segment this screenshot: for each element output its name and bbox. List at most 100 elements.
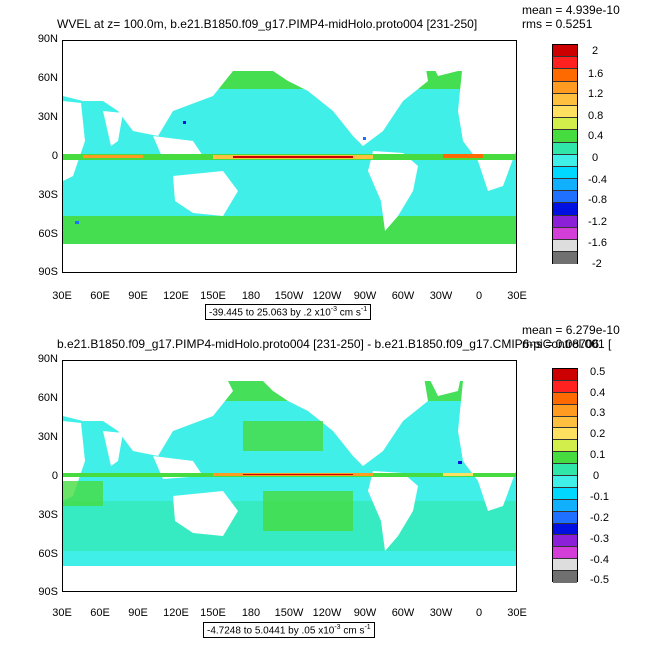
bottom-colorbar-box: [553, 523, 577, 536]
top-colorbar-label: -0.4: [588, 174, 607, 186]
bottom-colorbar-label: 0.5: [590, 366, 606, 378]
top-colorbar-box: [553, 179, 577, 192]
bottom-colorbar-box: [553, 499, 577, 512]
bottom-colorbar-box: [553, 416, 577, 429]
top-lon-label: 60E: [90, 290, 110, 302]
bottom-colorbar-box: [553, 392, 577, 405]
bottom-colorbar-label: -0.4: [590, 554, 609, 566]
bottom-lat-label: 30N: [37, 431, 58, 443]
bottom-colorbar-label: 0.2: [590, 428, 606, 440]
bottom-lon-label: 120W: [312, 607, 342, 619]
bottom-colorbar-box: [553, 404, 577, 417]
bottom-lon-label: 0: [475, 607, 483, 619]
bottom-colorbar-label: 0.1: [590, 449, 606, 461]
bottom-colorbar-box: [553, 547, 577, 560]
top-colorbar: [552, 44, 578, 265]
bottom-map-panel: b.e21.B1850.f09_g17.PIMP4-midHolo.proto0…: [0, 320, 647, 640]
top-colorbar-box: [553, 203, 577, 216]
top-colorbar-box: [553, 118, 577, 131]
top-colorbar-label: -0.8: [588, 194, 607, 206]
top-colorbar-box: [553, 45, 577, 58]
top-colorbar-box: [553, 105, 577, 119]
top-colorbar-box: [553, 57, 577, 70]
bottom-colorbar-box: [553, 452, 577, 465]
top-lat-label: 60N: [37, 72, 58, 84]
bottom-lon-label: 30E: [507, 607, 527, 619]
bottom-lon-label: 60W: [391, 607, 415, 619]
top-world-map: [63, 41, 516, 272]
bottom-contour-range: -4.7248 to 5.0441 by .05 x10-3 cm s-1: [203, 622, 375, 639]
bottom-colorbar-box: [553, 380, 577, 393]
top-colorbar-box: [553, 252, 577, 265]
bottom-colorbar-label: 0: [593, 470, 600, 482]
bottom-lon-label: 30E: [52, 607, 72, 619]
bottom-colorbar-box: [553, 464, 577, 477]
bottom-colorbar: [552, 368, 578, 584]
top-lon-label: 60W: [391, 290, 415, 302]
top-mean: mean = 4.939e-10: [522, 3, 620, 17]
top-map-panel: WVEL at z= 100.0m, b.e21.B1850.f09_g17.P…: [0, 0, 647, 321]
top-colorbar-label: 0: [592, 152, 599, 164]
bottom-lat-label: 60S: [38, 548, 58, 560]
top-lon-label: 90E: [128, 290, 148, 302]
top-lat-label: 0: [51, 150, 58, 162]
bottom-map-title: b.e21.B1850.f09_g17.PIMP4-midHolo.proto0…: [57, 337, 612, 351]
bottom-colorbar-label: 0.3: [590, 407, 606, 419]
top-colorbar-label: 1.6: [588, 68, 604, 80]
top-colorbar-box: [553, 81, 577, 94]
bottom-lon-label: 60E: [90, 607, 110, 619]
top-lat-label: 30N: [37, 111, 58, 123]
bottom-lat-label: 30S: [38, 509, 58, 521]
bottom-lat-label: 60N: [37, 392, 58, 404]
bottom-colorbar-box: [553, 487, 577, 500]
bottom-map-plot: [62, 360, 517, 592]
bottom-world-map: [63, 361, 516, 591]
top-colorbar-box: [553, 191, 577, 204]
top-colorbar-box: [553, 130, 577, 143]
top-contour-range: -39.445 to 25.063 by .2 x10-3 cm s-1: [205, 304, 372, 321]
top-colorbar-label: 0.8: [588, 110, 604, 122]
bottom-colorbar-box: [553, 535, 577, 548]
top-lon-label: 90W: [353, 290, 377, 302]
bottom-colorbar-box: [553, 511, 577, 524]
bottom-rms: rms = 0.08706: [522, 337, 600, 351]
top-colorbar-box: [553, 154, 577, 167]
top-colorbar-label: -1.6: [588, 237, 607, 249]
top-colorbar-box: [553, 166, 577, 180]
top-colorbar-label: 0.4: [588, 130, 604, 142]
top-lon-label: 30E: [507, 290, 527, 302]
top-colorbar-box: [553, 240, 577, 253]
top-lon-label: 150E: [200, 290, 226, 302]
top-lon-label: 180: [241, 290, 261, 302]
top-map-plot: [62, 40, 517, 273]
top-lon-label: 120E: [163, 290, 189, 302]
bottom-mean: mean = 6.279e-10: [522, 323, 620, 337]
bottom-lon-label: 90W: [353, 607, 377, 619]
top-lon-label: 30E: [52, 290, 72, 302]
bottom-lat-label: 90S: [38, 586, 58, 598]
bottom-colorbar-box: [553, 559, 577, 572]
bottom-colorbar-box: [553, 369, 577, 381]
bottom-colorbar-label: -0.5: [590, 574, 609, 586]
top-rms: rms = 0.5251: [522, 17, 593, 31]
top-colorbar-box: [553, 227, 577, 240]
bottom-lat-label: 0: [51, 470, 58, 482]
bottom-lon-label: 90E: [128, 607, 148, 619]
bottom-colorbar-box: [553, 428, 577, 441]
bottom-lon-label: 30W: [429, 607, 453, 619]
bottom-colorbar-label: -0.1: [590, 491, 609, 503]
top-lat-label: 90N: [37, 33, 58, 45]
top-lon-label: 0: [475, 290, 483, 302]
top-colorbar-box: [553, 93, 577, 106]
top-colorbar-label: 1.2: [588, 88, 604, 100]
top-colorbar-box: [553, 142, 577, 155]
top-lon-label: 150W: [274, 290, 304, 302]
bottom-lon-label: 180: [241, 607, 261, 619]
bottom-lon-label: 150W: [274, 607, 304, 619]
top-lat-label: 60S: [38, 228, 58, 240]
top-colorbar-label: -1.2: [588, 216, 607, 228]
bottom-lat-label: 90N: [37, 353, 58, 365]
top-lat-label: 90S: [38, 266, 58, 278]
bottom-colorbar-label: -0.2: [590, 512, 609, 524]
bottom-colorbar-box: [553, 571, 577, 584]
